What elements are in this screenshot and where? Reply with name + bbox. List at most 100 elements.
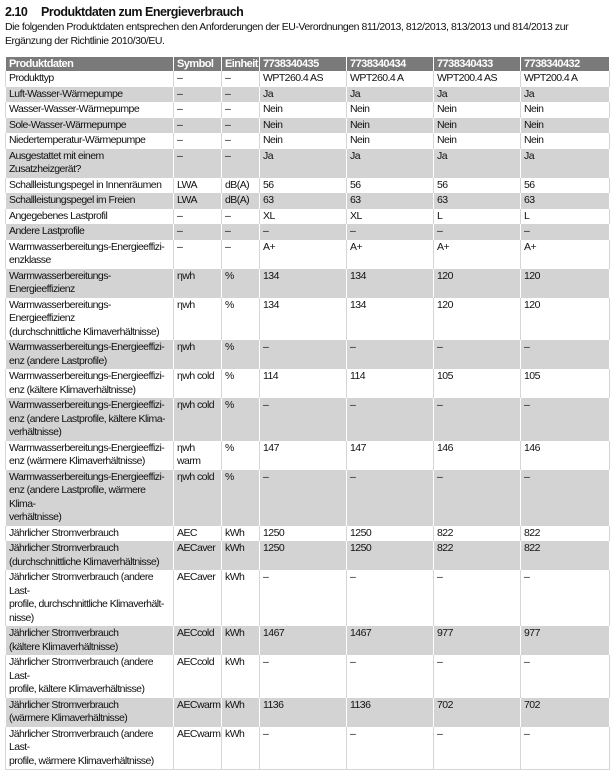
cell-symbol: AECaver xyxy=(173,570,222,626)
cell-value: – xyxy=(259,398,347,441)
cell-symbol: ηwh warm xyxy=(173,440,222,470)
cell-unit: – xyxy=(221,133,260,149)
cell-value: – xyxy=(433,398,521,441)
cell-value: Nein xyxy=(259,133,347,149)
cell-label: Niedertemperatur-Wärmepumpe xyxy=(5,133,174,149)
cell-symbol: – xyxy=(173,71,222,87)
cell-unit: – xyxy=(221,86,260,102)
section-title: Produktdaten zum Energieverbrauch xyxy=(41,5,244,19)
cell-label: Andere Lastprofile xyxy=(5,224,174,240)
cell-label: Warmwasserbereitungs-Energieeffizi- enz … xyxy=(5,398,174,441)
cell-value: – xyxy=(433,655,521,698)
cell-label: Ausgestattet mit einem Zusatzheizgerät? xyxy=(5,148,174,178)
cell-symbol: – xyxy=(173,148,222,178)
table-row: Schallleistungspegel in Innenräumen LWA dB… xyxy=(5,177,610,193)
cell-symbol: AECaver xyxy=(173,541,222,570)
cell-label: Warmwasserbereitungs-Energieeffizi- enz … xyxy=(5,369,174,398)
cell-value: Ja xyxy=(433,148,521,178)
cell-unit: – xyxy=(221,148,260,178)
cell-label: Wasser-Wasser-Wärmepumpe xyxy=(5,102,174,118)
cell-label: Luft-Wasser-Wärmepumpe xyxy=(5,86,174,102)
cell-symbol: – xyxy=(173,239,222,269)
table-row: Warmwasserbereitungs-Energieeffizi- enz … xyxy=(5,469,610,526)
cell-value: WPT200.4 A xyxy=(520,71,610,87)
cell-value: – xyxy=(259,469,347,526)
cell-value: 147 xyxy=(346,440,434,470)
cell-value: – xyxy=(346,224,434,240)
header-symbol: Symbol xyxy=(173,57,222,71)
table-row: Warmwasserbereitungs-Energieeffizi- enzk… xyxy=(5,239,610,269)
table-row: Jährlicher Stromverbrauch AEC kWh 1250 1250 8… xyxy=(5,525,610,541)
cell-label: Jährlicher Stromverbrauch (andere Last- … xyxy=(5,570,174,626)
cell-value: – xyxy=(433,570,521,626)
cell-unit: – xyxy=(221,224,260,240)
cell-unit: – xyxy=(221,208,260,224)
cell-value: XL xyxy=(346,208,434,224)
cell-value: 1467 xyxy=(259,626,347,655)
cell-label: Warmwasserbereitungs-Energieeffizi- enz … xyxy=(5,469,174,526)
cell-symbol: LWA xyxy=(173,177,222,193)
cell-value: 822 xyxy=(520,525,610,541)
cell-value: 120 xyxy=(433,297,521,340)
table-row: Jährlicher Stromverbrauch (wärmere Klima… xyxy=(5,697,610,727)
cell-value: 146 xyxy=(520,440,610,470)
cell-unit: % xyxy=(221,268,260,298)
cell-value: 56 xyxy=(346,177,434,193)
cell-value: – xyxy=(259,570,347,626)
cell-value: 147 xyxy=(259,440,347,470)
cell-value: 977 xyxy=(433,626,521,655)
cell-value: – xyxy=(520,655,610,698)
cell-value: – xyxy=(346,340,434,369)
header-model-4: 7738340432 xyxy=(520,57,610,71)
table-row: Sole-Wasser-Wärmepumpe – – Nein Nein Nein Nein xyxy=(5,117,610,133)
cell-value: XL xyxy=(259,208,347,224)
cell-value: A+ xyxy=(259,239,347,269)
cell-symbol: – xyxy=(173,102,222,118)
cell-symbol: AECwarm xyxy=(173,726,222,770)
cell-value: 822 xyxy=(433,541,521,570)
cell-unit: kWh xyxy=(221,655,260,698)
table-row: Warmwasserbereitungs-Energieeffizi- enz … xyxy=(5,398,610,441)
cell-value: – xyxy=(346,469,434,526)
cell-value: 120 xyxy=(433,268,521,298)
cell-unit: kWh xyxy=(221,626,260,655)
table-header-row: Produktdaten Symbol Einheit 7738340435 77383… xyxy=(5,57,610,71)
cell-value: A+ xyxy=(346,239,434,269)
cell-unit: % xyxy=(221,469,260,526)
cell-value: Nein xyxy=(520,102,610,118)
cell-unit: % xyxy=(221,440,260,470)
cell-value: – xyxy=(433,469,521,526)
cell-unit: % xyxy=(221,398,260,441)
cell-value: 134 xyxy=(259,268,347,298)
cell-value: Nein xyxy=(346,102,434,118)
table-row: Luft-Wasser-Wärmepumpe – – Ja Ja Ja Ja xyxy=(5,86,610,102)
cell-symbol: ηwh cold xyxy=(173,398,222,441)
cell-unit: kWh xyxy=(221,726,260,770)
cell-value: – xyxy=(346,570,434,626)
cell-value: – xyxy=(346,398,434,441)
cell-value: 1250 xyxy=(346,541,434,570)
cell-value: 1467 xyxy=(346,626,434,655)
cell-value: 1250 xyxy=(259,525,347,541)
table-row: Angegebenes Lastprofil – – XL XL L L xyxy=(5,208,610,224)
cell-value: WPT260.4 A xyxy=(346,71,434,87)
cell-value: WPT260.4 AS xyxy=(259,71,347,87)
cell-label: Warmwasserbereitungs-Energieeffizi- enz … xyxy=(5,440,174,470)
cell-symbol: ηwh xyxy=(173,268,222,298)
cell-value: Nein xyxy=(259,102,347,118)
table-row: Warmwasserbereitungs-Energieeffizi- enz … xyxy=(5,340,610,369)
cell-symbol: AEC xyxy=(173,525,222,541)
table-row: Warmwasserbereitungs-Energieeffizi- enz … xyxy=(5,369,610,398)
cell-value: 56 xyxy=(433,177,521,193)
cell-unit: – xyxy=(221,71,260,87)
cell-value: 105 xyxy=(520,369,610,398)
table-row: Jährlicher Stromverbrauch (kältere Klima… xyxy=(5,626,610,655)
cell-value: – xyxy=(520,570,610,626)
cell-value: 63 xyxy=(259,193,347,209)
cell-symbol: AECcold xyxy=(173,626,222,655)
cell-label: Warmwasserbereitungs-Energieeffizi- enz … xyxy=(5,340,174,369)
cell-value: Ja xyxy=(520,148,610,178)
cell-value: 822 xyxy=(433,525,521,541)
cell-label: Warmwasserbereitungs-Energieeffizienz (d… xyxy=(5,297,174,340)
cell-value: – xyxy=(520,398,610,441)
